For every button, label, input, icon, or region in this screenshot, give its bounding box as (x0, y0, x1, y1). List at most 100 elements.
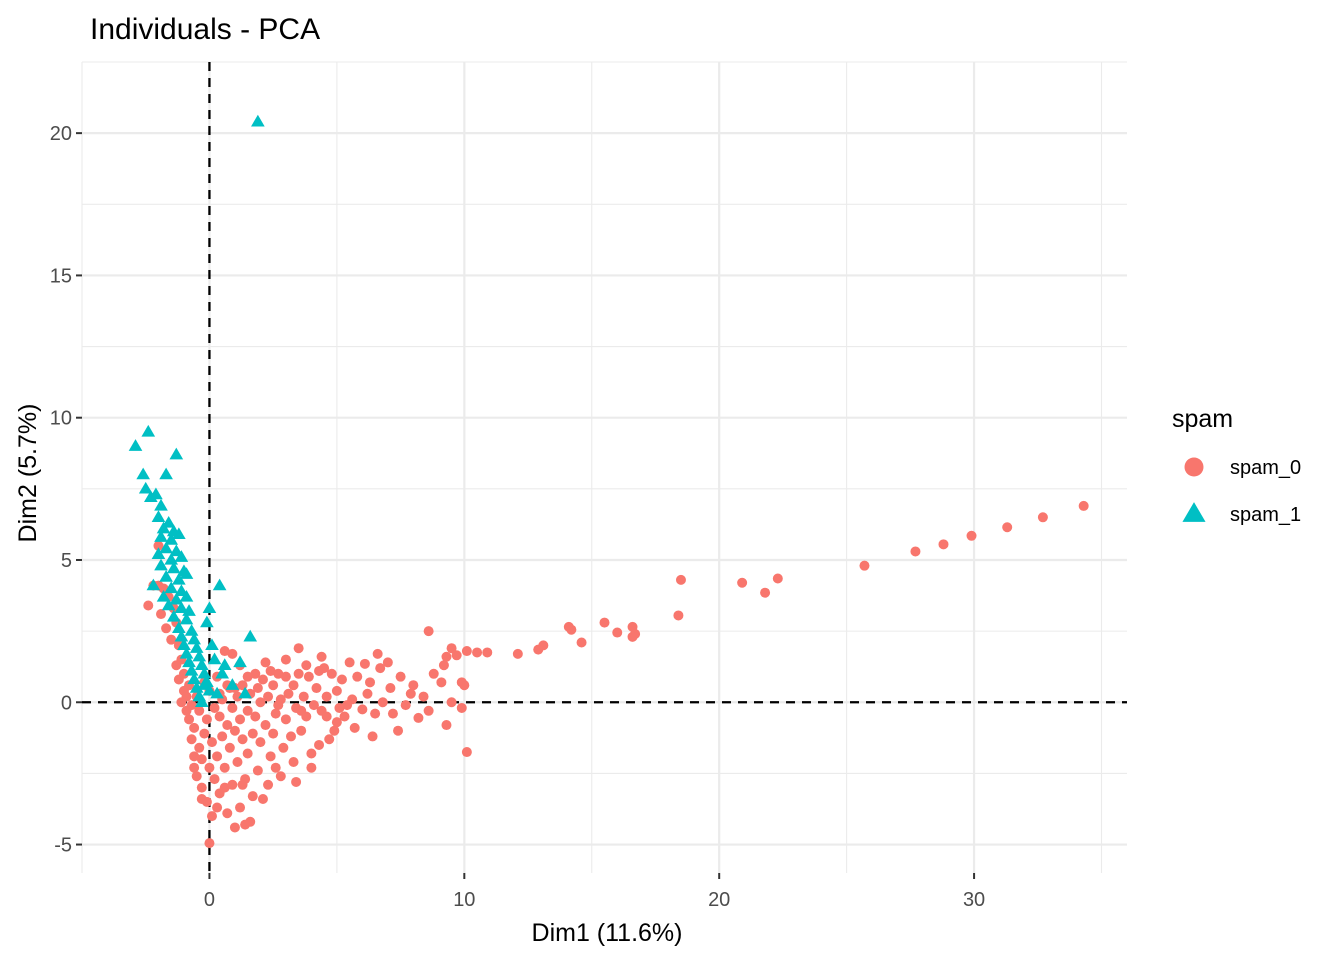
point-circle (456, 702, 467, 713)
point-triangle (238, 686, 252, 699)
y-tick-label: 20 (50, 123, 72, 145)
point-triangle (184, 624, 199, 636)
point-circle (214, 711, 225, 722)
point-circle (451, 650, 462, 661)
y-axis-ticks: -5 0 5 10 15 20 (50, 123, 82, 857)
point-circle (270, 762, 281, 773)
point-triangle (156, 521, 171, 534)
point-circle (306, 762, 317, 773)
point-circle (326, 668, 337, 679)
point-triangle (200, 615, 214, 628)
point-circle (189, 762, 200, 773)
point-triangle (172, 572, 186, 585)
point-circle (563, 621, 574, 632)
point-circle (385, 683, 396, 694)
point-circle (247, 728, 258, 739)
point-circle (395, 671, 406, 682)
point-circle (627, 631, 638, 642)
point-triangle (192, 649, 207, 662)
point-circle (189, 751, 200, 762)
point-circle (275, 771, 286, 782)
point-circle (1002, 522, 1013, 533)
point-circle (349, 722, 360, 733)
point-circle (250, 668, 261, 679)
point-circle (441, 720, 452, 731)
y-axis-title: Dim2 (5.7%) (14, 404, 42, 543)
point-triangle (197, 666, 212, 679)
point-circle (255, 737, 266, 748)
point-circle (382, 657, 393, 668)
point-circle (235, 714, 246, 725)
point-circle (365, 677, 376, 688)
point-circle (265, 665, 276, 676)
point-triangle (205, 638, 219, 651)
point-circle (772, 573, 783, 584)
point-circle (599, 617, 610, 628)
point-circle (237, 779, 248, 790)
point-circle (257, 794, 268, 805)
point-circle (938, 539, 949, 550)
point-circle (280, 714, 291, 725)
point-circle (472, 647, 483, 658)
point-circle (291, 776, 302, 787)
point-triangle (166, 609, 181, 622)
point-triangle (182, 604, 196, 616)
point-triangle (154, 498, 168, 511)
point-triangle (146, 578, 161, 591)
point-circle (222, 808, 233, 819)
point-circle (336, 674, 347, 685)
point-triangle (156, 589, 171, 602)
point-triangle (159, 467, 173, 480)
point-circle (436, 677, 447, 688)
point-circle (260, 657, 271, 668)
point-circle (227, 779, 238, 790)
point-circle (237, 734, 248, 745)
point-circle (255, 697, 266, 708)
legend-item-spam_1: spam_1 (1182, 502, 1301, 526)
point-circle (212, 802, 223, 813)
point-circle (235, 802, 246, 813)
point-triangle (251, 114, 265, 127)
point-circle (242, 748, 253, 759)
point-circle (393, 725, 404, 736)
point-circle (1037, 512, 1048, 523)
point-circle (296, 725, 307, 736)
point-circle (171, 660, 182, 671)
point-circle (232, 757, 243, 768)
x-axis-ticks: 0 10 20 30 (204, 873, 985, 911)
point-circle (166, 634, 177, 645)
series-spam_1 (128, 114, 265, 707)
point-circle (375, 663, 386, 674)
x-tick-label: 10 (453, 889, 475, 911)
point-circle (512, 648, 523, 659)
point-circle (189, 722, 200, 733)
point-circle (306, 748, 317, 759)
point-circle (339, 711, 350, 722)
point-triangle (179, 589, 194, 602)
point-triangle (138, 481, 153, 494)
point-circle (204, 838, 215, 849)
point-circle (181, 705, 192, 716)
x-axis-title: Dim1 (11.6%) (532, 919, 683, 947)
point-triangle (159, 570, 173, 582)
point-circle (321, 711, 332, 722)
point-triangle (233, 655, 247, 668)
point-circle (212, 751, 223, 762)
point-circle (314, 665, 325, 676)
point-circle (372, 648, 383, 659)
point-triangle (182, 655, 196, 668)
point-circle (293, 643, 304, 654)
point-circle (206, 811, 217, 822)
point-triangle (169, 447, 184, 460)
point-triangle (217, 658, 232, 670)
point-circle (533, 644, 544, 655)
point-circle (219, 782, 230, 793)
point-circle (219, 762, 230, 773)
point-circle (273, 700, 284, 711)
point-triangle (194, 695, 209, 707)
point-circle (194, 705, 205, 716)
point-circle (250, 711, 261, 722)
point-circle (324, 734, 335, 745)
point-circle (362, 688, 373, 699)
